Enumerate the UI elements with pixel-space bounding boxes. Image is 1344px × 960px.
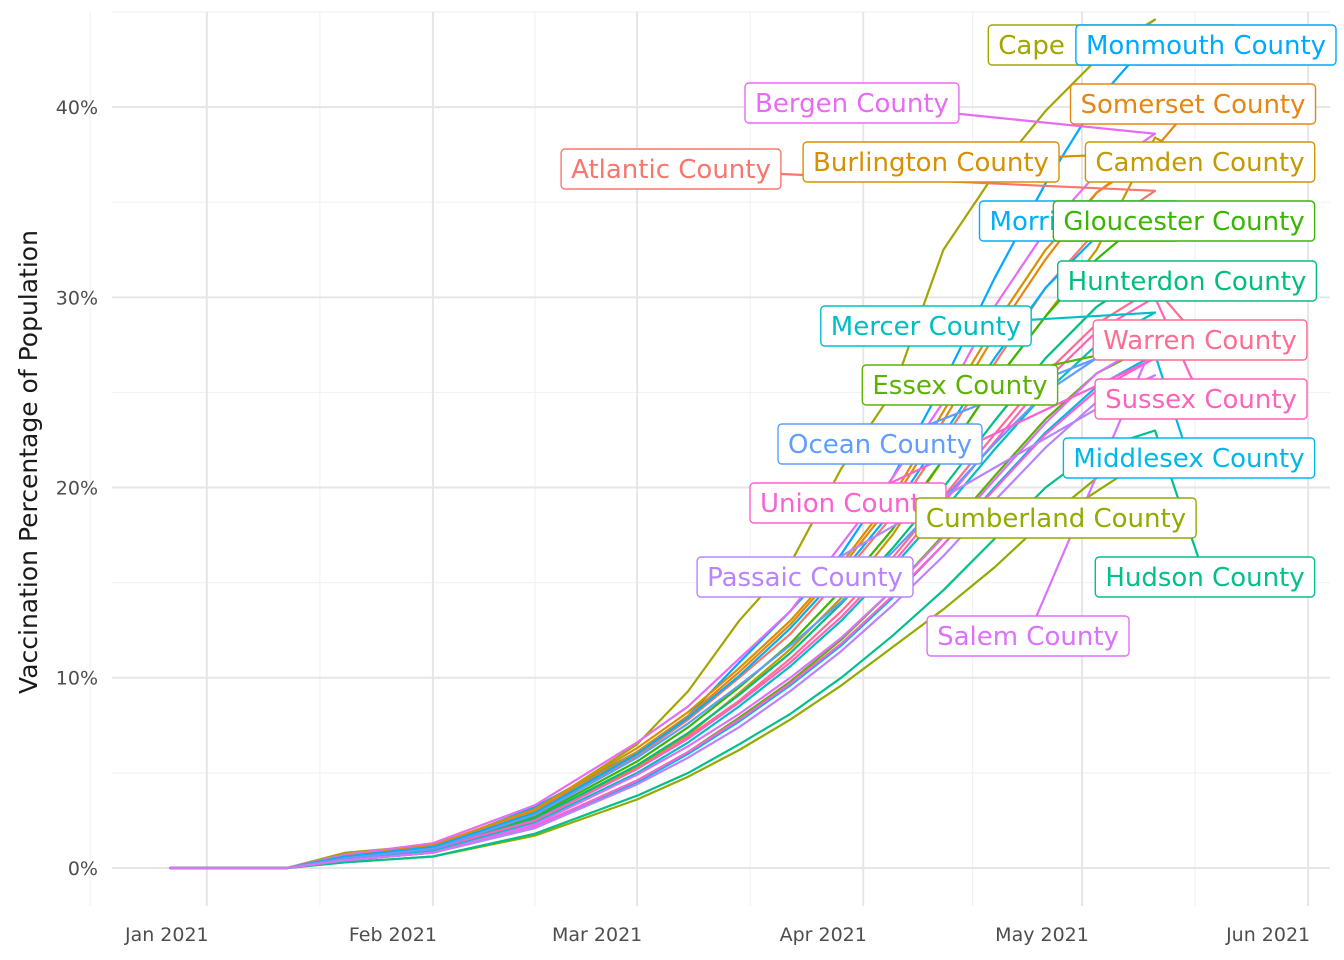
- series-label-camden-county: Camden County: [1084, 141, 1316, 183]
- series-label-text: Burlington County: [813, 148, 1049, 178]
- series-label-box: [820, 305, 1032, 347]
- series-label-hudson-county: Hudson County: [1094, 556, 1316, 598]
- y-tick-label: 20%: [56, 478, 98, 500]
- series-label-text: Gloucester County: [1063, 207, 1304, 237]
- series-label-box: [802, 141, 1060, 183]
- series-label-box: [696, 556, 914, 598]
- series-label-text: Passaic County: [707, 563, 903, 593]
- series-label-ocean-county: Ocean County: [777, 423, 983, 465]
- x-tick-label: Jun 2021: [1225, 924, 1310, 946]
- series-label-text: Middlesex County: [1073, 444, 1304, 474]
- series-label-text: Mercer County: [831, 312, 1021, 342]
- series-label-text: Hunterdon County: [1068, 267, 1307, 297]
- series-label-somerset-county: Somerset County: [1069, 83, 1317, 125]
- series-label-text: Bergen County: [755, 89, 949, 119]
- series-label-middlesex-county: Middlesex County: [1062, 437, 1316, 479]
- series-label-text: Ocean County: [788, 430, 972, 460]
- series-label-box: [1094, 556, 1316, 598]
- series-label-box: [1069, 83, 1317, 125]
- x-tick-label: Jan 2021: [124, 924, 209, 946]
- series-label-text: Atlantic County: [571, 155, 771, 185]
- series-label-text: Cumberland County: [926, 504, 1186, 534]
- series-label-bergen-county: Bergen County: [744, 82, 960, 124]
- series-label-text: Union County: [760, 489, 936, 519]
- x-axis-ticks: Jan 2021 Feb 2021 Mar 2021 Apr 2021 May 2021…: [124, 924, 1310, 946]
- series-label-text: Warren County: [1103, 326, 1297, 356]
- series-label-gloucester-county: Gloucester County: [1052, 200, 1316, 242]
- series-label-salem-county: Salem County: [926, 615, 1130, 657]
- x-tick-label: Feb 2021: [349, 924, 437, 946]
- series-label-box: [560, 148, 782, 190]
- series-label-text: Essex County: [872, 371, 1047, 401]
- series-label-passaic-county: Passaic County: [696, 556, 914, 598]
- series-label-box: [1056, 260, 1318, 302]
- series-label-box: [1052, 200, 1316, 242]
- series-line-hunterdon-county: [169, 267, 1157, 870]
- series-label-box: [1075, 24, 1337, 66]
- series-label-sussex-county: Sussex County: [1094, 378, 1308, 420]
- y-tick-label: 10%: [56, 668, 98, 690]
- series-label-box: [926, 615, 1130, 657]
- series-label-box: [861, 364, 1059, 406]
- y-tick-label: 30%: [56, 287, 98, 309]
- series-label-box: [1084, 141, 1316, 183]
- series-line-salem-county: [169, 338, 1157, 870]
- series-label-monmouth-county: Monmouth County: [1075, 24, 1337, 66]
- series-label-atlantic-county: Atlantic County: [560, 148, 782, 190]
- series-label-hunterdon-county: Hunterdon County: [1056, 260, 1318, 302]
- series-label-union-county: Union County: [749, 482, 947, 524]
- x-tick-label: May 2021: [995, 924, 1089, 946]
- series-label-box: [915, 497, 1197, 539]
- series-line-bergen-county: [169, 132, 1157, 870]
- series-label-box: [1094, 378, 1308, 420]
- series-label-essex-county: Essex County: [861, 364, 1059, 406]
- series-line-ocean-county: [169, 334, 1157, 870]
- series-label-box: [1062, 437, 1316, 479]
- x-tick-label: Apr 2021: [780, 924, 867, 946]
- series-label-text: Hudson County: [1105, 563, 1304, 593]
- y-axis-title: Vaccination Percentage of Population: [14, 230, 43, 694]
- series-label-burlington-county: Burlington County: [802, 141, 1060, 183]
- series-label-box: [744, 82, 960, 124]
- series-label-warren-county: Warren County: [1092, 319, 1308, 361]
- series-label-box: [1092, 319, 1308, 361]
- y-tick-label: 0%: [68, 858, 98, 880]
- series-label-text: Camden County: [1095, 148, 1304, 178]
- series-label-text: Monmouth County: [1086, 31, 1326, 61]
- series-label-cumberland-county: Cumberland County: [915, 497, 1197, 539]
- chart-grid: [89, 11, 1330, 906]
- series-label-text: Somerset County: [1080, 90, 1305, 120]
- series-label-mercer-county: Mercer County: [820, 305, 1032, 347]
- series-label-text: Salem County: [937, 622, 1119, 652]
- y-axis-ticks: 0% 10% 20% 30% 40%: [56, 97, 98, 880]
- series-label-box: [777, 423, 983, 465]
- x-tick-label: Mar 2021: [552, 924, 642, 946]
- y-tick-label: 40%: [56, 97, 98, 119]
- series-label-text: Sussex County: [1105, 385, 1297, 415]
